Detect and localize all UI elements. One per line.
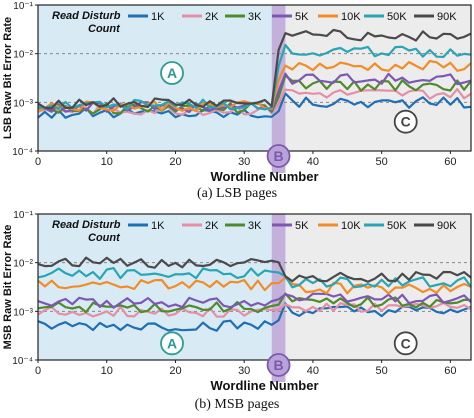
region-b-label: B <box>273 148 283 164</box>
legend-label-3K: 3K <box>248 11 262 23</box>
x-tick-label: 60 <box>444 365 456 377</box>
series-line-1K <box>37 302 472 332</box>
x-tick-label: 10 <box>101 365 113 377</box>
x-tick-label: 50 <box>376 365 388 377</box>
region-a-circle <box>160 61 184 85</box>
region-a <box>38 5 272 151</box>
region-c-label: C <box>401 114 411 130</box>
region-c-circle <box>393 109 418 134</box>
series-line-50K <box>37 43 472 111</box>
legend-label-2K: 2K <box>205 11 219 23</box>
x-tick-label: 30 <box>238 365 250 377</box>
caption-msb: (b) MSB pages <box>194 397 280 412</box>
legend-label-1K: 1K <box>151 11 165 23</box>
legend-label-5K: 5K <box>295 11 309 23</box>
region-a-label: A <box>167 335 177 351</box>
series-line-90K <box>37 256 472 283</box>
x-tick-label: 20 <box>169 156 181 168</box>
plot-frame <box>37 213 472 361</box>
y-tick-label: 10⁻¹ <box>13 1 33 12</box>
series-line-1K <box>37 92 472 119</box>
x-tick-label: 20 <box>169 365 181 377</box>
series-line-5K <box>37 292 472 309</box>
y-tick-label: 10⁻² <box>13 50 33 61</box>
plot-frame <box>37 4 472 152</box>
x-tick-label: 40 <box>307 156 319 168</box>
x-axis-label: Wordline Number <box>210 378 318 393</box>
series-line-3K <box>37 292 472 314</box>
x-tick-label: 60 <box>444 156 456 168</box>
x-tick-label: 50 <box>376 156 388 168</box>
chart-lsb-pages: 10⁻⁴ 10⁻³ 10⁻² 10⁻¹ 0 10 20 30 40 50 60 Wordline Nu… <box>2 1 472 184</box>
x-tick-label: 40 <box>307 365 319 377</box>
legend-label-3K: 3K <box>248 220 262 232</box>
y-tick-label: 10⁻² <box>13 259 33 270</box>
y-tick-label: 10⁻⁴ <box>12 356 33 367</box>
x-tick-label: 10 <box>101 156 113 168</box>
legend-label-1K: 1K <box>151 220 165 232</box>
y-axis-label: LSB Raw Bit Error Rate <box>2 17 14 139</box>
legend-title: Read Disturb <box>52 10 121 22</box>
y-axis-label: MSB Raw Bit Error Rate <box>2 225 14 350</box>
legend-label-10K: 10K <box>341 11 361 23</box>
legend-label-50K: 50K <box>387 220 407 232</box>
region-b-circle <box>266 144 291 168</box>
region-b-circle <box>266 353 291 377</box>
region-c-circle <box>393 331 418 356</box>
region-b-label: B <box>273 357 283 373</box>
caption-lsb: (a) LSB pages <box>196 186 278 201</box>
region-c <box>285 5 471 151</box>
series-line-50K <box>37 266 472 289</box>
legend-label-90K: 90K <box>437 11 457 23</box>
legend-label-5K: 5K <box>295 220 309 232</box>
legend-label-50K: 50K <box>387 11 407 23</box>
y-tick-label: 10⁻³ <box>13 98 33 109</box>
y-tick-label: 10⁻¹ <box>13 210 33 221</box>
legend-label-10K: 10K <box>341 220 361 232</box>
legend-label-2K: 2K <box>205 220 219 232</box>
legend-title-line2: Count <box>88 232 121 244</box>
region-c-label: C <box>401 335 411 351</box>
region-a-circle <box>160 331 184 356</box>
x-tick-label: 30 <box>238 156 250 168</box>
region-a-label: A <box>167 65 177 81</box>
chart-msb-pages: 10⁻⁴ 10⁻³ 10⁻² 10⁻¹ 0 10 20 30 40 50 60 Wordline Nu… <box>2 210 472 393</box>
x-tick-label: 0 <box>35 365 41 377</box>
series-line-90K <box>37 28 472 110</box>
x-tick-label: 0 <box>35 156 41 168</box>
y-tick-label: 10⁻³ <box>13 307 33 318</box>
legend-label-90K: 90K <box>437 220 457 232</box>
legend-title: Read Disturb <box>52 219 121 231</box>
series-line-10K <box>37 276 472 295</box>
y-tick-label: 10⁻⁴ <box>12 147 33 158</box>
legend-title-line2: Count <box>88 23 121 35</box>
x-axis-label: Wordline Number <box>210 169 318 184</box>
